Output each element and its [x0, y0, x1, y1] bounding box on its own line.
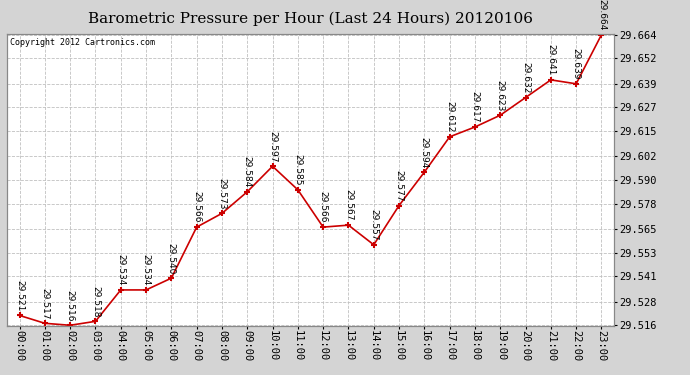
- Text: 29.516: 29.516: [66, 290, 75, 321]
- Text: 29.594: 29.594: [420, 136, 429, 168]
- Text: 29.632: 29.632: [521, 62, 530, 93]
- Text: Barometric Pressure per Hour (Last 24 Hours) 20120106: Barometric Pressure per Hour (Last 24 Ho…: [88, 11, 533, 26]
- Text: 29.573: 29.573: [217, 178, 226, 209]
- Text: 29.534: 29.534: [116, 254, 126, 286]
- Text: 29.566: 29.566: [192, 192, 201, 223]
- Text: 29.639: 29.639: [571, 48, 581, 80]
- Text: 29.577: 29.577: [395, 170, 404, 201]
- Text: 29.566: 29.566: [319, 192, 328, 223]
- Text: 29.585: 29.585: [293, 154, 302, 186]
- Text: 29.557: 29.557: [369, 209, 378, 241]
- Text: 29.517: 29.517: [40, 288, 50, 319]
- Text: 29.641: 29.641: [546, 44, 555, 76]
- Text: 29.521: 29.521: [15, 280, 24, 311]
- Text: Copyright 2012 Cartronics.com: Copyright 2012 Cartronics.com: [10, 38, 155, 47]
- Text: 29.623: 29.623: [495, 80, 505, 111]
- Text: 29.664: 29.664: [597, 0, 606, 31]
- Text: 29.534: 29.534: [141, 254, 150, 286]
- Text: 29.540: 29.540: [167, 243, 176, 274]
- Text: 29.567: 29.567: [344, 189, 353, 221]
- Text: 29.584: 29.584: [243, 156, 252, 188]
- Text: 29.518: 29.518: [91, 286, 100, 317]
- Text: 29.597: 29.597: [268, 130, 277, 162]
- Text: 29.617: 29.617: [471, 92, 480, 123]
- Text: 29.612: 29.612: [445, 101, 454, 133]
